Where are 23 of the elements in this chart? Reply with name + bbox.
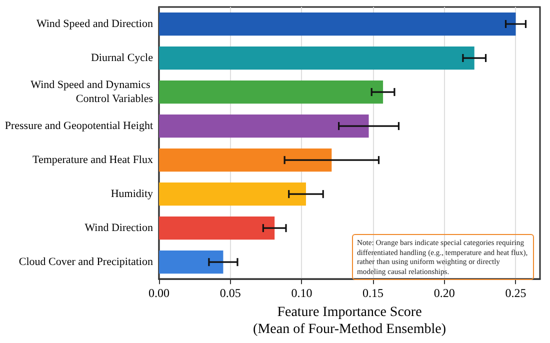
bar: [159, 250, 224, 274]
bar: [159, 216, 275, 240]
y-tick-label: Humidity: [110, 188, 154, 200]
x-tick-label: 0.15: [362, 286, 384, 300]
y-tick-label: Wind Direction: [84, 222, 154, 234]
x-tick-label: 0.25: [505, 286, 526, 300]
y-tick-label: Diurnal Cycle: [90, 52, 154, 64]
bar: [159, 148, 332, 172]
bar: [159, 46, 474, 70]
y-tick-label: Wind Speed and Direction: [36, 18, 154, 30]
x-tick-label: 0.20: [434, 286, 455, 300]
bar: [159, 12, 516, 36]
x-tick-label: 0.10: [291, 286, 312, 300]
y-tick-label: Pressure and Geopotential Height: [4, 120, 153, 132]
y-tick-label: Cloud Cover and Precipitation: [18, 256, 154, 268]
x-axis-title: Feature Importance Score (Mean of Four-Method Ensemble): [253, 305, 446, 337]
bar: [159, 114, 369, 138]
bar: [159, 80, 384, 104]
bar: [159, 182, 306, 206]
y-tick-label: Temperature and Heat Flux: [32, 154, 154, 166]
y-tick-label: Wind Speed and Dynamics Control Variables: [30, 79, 153, 106]
x-tick-label: 0.05: [220, 286, 241, 300]
x-tick-label: 0.00: [148, 286, 170, 300]
